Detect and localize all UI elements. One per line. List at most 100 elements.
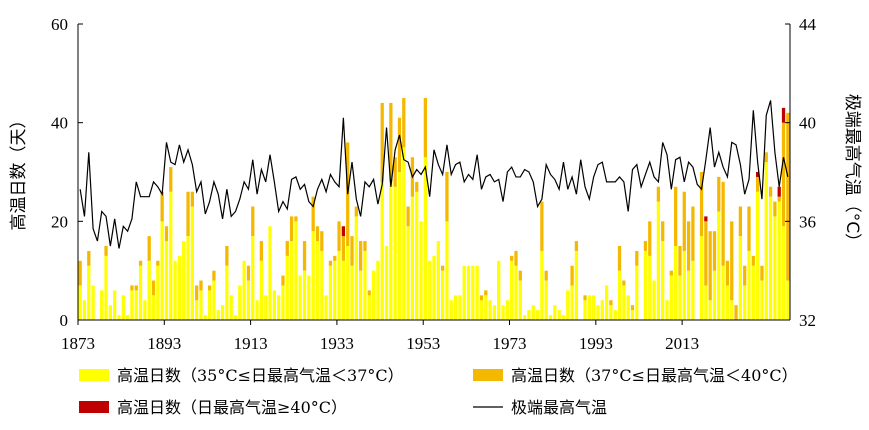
bar-1907-s1 — [225, 246, 229, 266]
right-tick-label: 40 — [799, 114, 816, 133]
bar-1882-s0 — [117, 315, 121, 320]
bar-2031-s0 — [760, 280, 764, 320]
bar-1889-s0 — [147, 260, 151, 320]
bar-2026-s0 — [738, 236, 743, 320]
bar-1998-s0 — [617, 270, 622, 320]
bar-2011-s0 — [674, 246, 678, 320]
bars-layer — [78, 98, 790, 320]
bar-1966-s0 — [479, 300, 484, 320]
bar-1892-s1 — [160, 191, 164, 222]
bar-1925-s0 — [302, 270, 307, 320]
bar-1881-s0 — [113, 290, 117, 320]
line-layer — [79, 100, 789, 249]
bar-1875-s1 — [87, 250, 91, 266]
bar-2033-s1 — [768, 186, 773, 197]
bar-2035-s2 — [777, 186, 781, 197]
bar-1873-s0 — [78, 285, 82, 320]
bar-1986-s0 — [566, 290, 570, 320]
bar-1894-s0 — [169, 191, 173, 320]
bar-1874-s0 — [82, 300, 87, 320]
bar-1897-s0 — [182, 241, 186, 320]
bar-2002-s1 — [635, 250, 639, 266]
bar-1914-s0 — [255, 300, 259, 320]
bar-1925-s1 — [302, 241, 307, 271]
bar-1971-s0 — [501, 305, 505, 320]
bar-2023-s1 — [725, 260, 730, 286]
legend: 高温日数（35°C≤日最高气温＜37°C） 高温日数（37°C≤日最高气温＜40… — [79, 366, 798, 417]
bar-1985-s0 — [561, 315, 566, 320]
bar-1920-s1 — [281, 275, 285, 286]
bar-1895-s0 — [173, 260, 177, 320]
x-tick-label: 1873 — [61, 334, 95, 353]
bar-1958-s0 — [445, 221, 449, 320]
bar-1917-s0 — [268, 226, 272, 320]
bar-1887-s1 — [138, 260, 143, 266]
right-tick-label: 44 — [799, 15, 817, 34]
bar-1886-s1 — [134, 285, 138, 291]
bar-1879-s0 — [104, 255, 108, 320]
bar-1938-s1 — [359, 241, 363, 271]
bar-1966-s1 — [479, 295, 484, 301]
bar-2015-s1 — [691, 206, 695, 261]
bar-1943-s0 — [380, 181, 384, 320]
bar-1962-s0 — [462, 265, 466, 320]
bar-1886-s0 — [134, 290, 138, 320]
bar-1937-s0 — [354, 216, 358, 320]
bar-2007-s0 — [656, 201, 661, 320]
bar-2020-s0 — [712, 270, 717, 320]
bar-1942-s0 — [376, 260, 380, 320]
legend-item-40: 高温日数（日最高气温≥40°C） — [79, 398, 347, 417]
bar-2036-s1 — [781, 122, 786, 227]
bar-2020-s1 — [712, 231, 717, 271]
bar-1987-s0 — [570, 285, 574, 320]
bar-2037-s0 — [786, 280, 790, 320]
bar-1904-s1 — [212, 270, 216, 281]
bar-1898-s0 — [186, 236, 190, 320]
legend-label-40: 高温日数（日最高气温≥40°C） — [117, 398, 347, 417]
bar-1959-s0 — [449, 300, 453, 320]
bar-1924-s0 — [298, 275, 302, 320]
bar-2026-s1 — [738, 206, 743, 237]
bar-1913-s0 — [251, 236, 255, 320]
bar-1885-s1 — [130, 285, 134, 291]
bar-1904-s0 — [212, 280, 216, 320]
bar-2025-s1 — [734, 305, 738, 320]
bar-2006-s0 — [652, 280, 656, 320]
bar-1878-s0 — [100, 290, 104, 320]
tick-labels: 0 20 40 60 32 36 40 44 1873 1893 1913 1933 1953 1973 1… — [51, 15, 817, 353]
bar-1898-s1 — [186, 191, 190, 237]
bar-1921-s1 — [285, 241, 289, 256]
bar-1899-s1 — [190, 191, 194, 207]
bar-1907-s0 — [225, 265, 229, 320]
bar-1932-s1 — [333, 255, 337, 261]
bar-2029-s0 — [751, 265, 755, 320]
bar-2021-s1 — [717, 176, 721, 212]
bar-2021-s0 — [717, 211, 721, 320]
bar-1927-s0 — [311, 231, 315, 320]
bar-1901-s0 — [199, 290, 203, 320]
bar-1960-s0 — [453, 295, 458, 320]
bar-1906-s0 — [220, 305, 225, 320]
bar-2034-s0 — [773, 216, 777, 320]
bar-1992-s0 — [592, 295, 596, 320]
bar-1947-s1 — [397, 117, 402, 172]
bar-2010-s0 — [669, 275, 673, 320]
bar-2009-s0 — [665, 300, 669, 320]
bar-2001-s0 — [630, 310, 635, 320]
bar-2014-s1 — [686, 221, 691, 271]
bar-1915-s0 — [259, 260, 264, 320]
bar-1926-s0 — [307, 275, 311, 320]
bar-1967-s0 — [484, 295, 488, 320]
bar-2036-s0 — [781, 226, 786, 320]
bar-1980-s1 — [540, 201, 544, 251]
bar-1972-s0 — [505, 300, 509, 320]
bar-1999-s0 — [622, 285, 626, 320]
bar-2008-s1 — [661, 221, 665, 242]
bar-1945-s1 — [389, 102, 393, 182]
bar-1893-s1 — [164, 226, 169, 242]
bar-1900-s0 — [195, 300, 199, 320]
x-tick-label: 1933 — [320, 334, 354, 353]
bar-1961-s0 — [458, 295, 462, 320]
left-tick-label: 0 — [60, 311, 69, 330]
bar-2012-s0 — [678, 275, 682, 320]
